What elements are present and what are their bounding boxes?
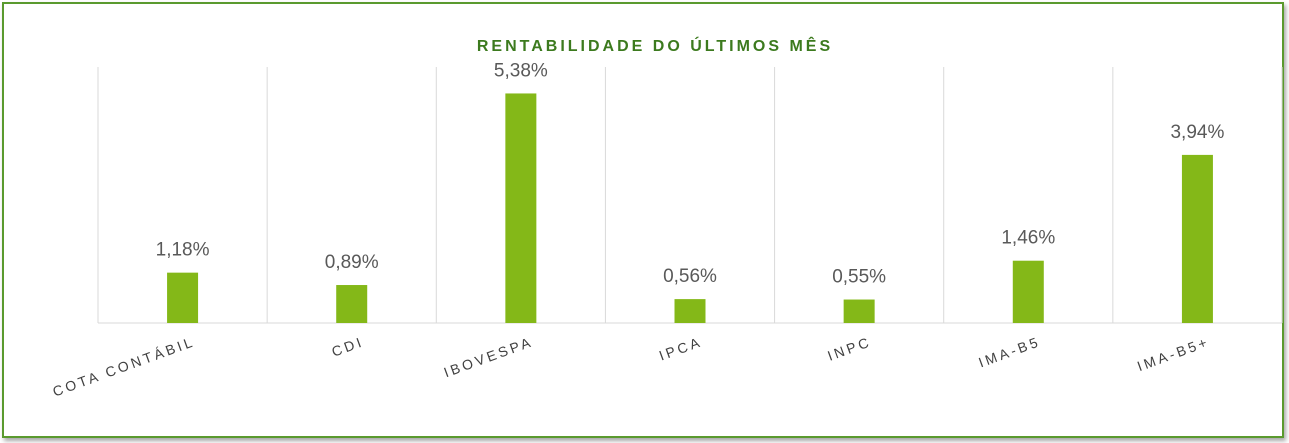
- chart-title: RENTABILIDADE DO ÚLTIMOS MÊS: [477, 36, 833, 55]
- data-label: 1,46%: [1001, 228, 1055, 249]
- bar: [167, 272, 199, 323]
- data-label: 5,38%: [494, 60, 548, 81]
- data-label: 3,94%: [1170, 122, 1224, 143]
- bar: [336, 285, 368, 323]
- data-label: 0,89%: [325, 252, 379, 273]
- bar: [674, 299, 706, 323]
- data-label: 0,56%: [663, 266, 717, 287]
- bar: [505, 93, 537, 323]
- bar: [1012, 260, 1044, 323]
- chart-frame: [2, 2, 1284, 438]
- bar: [1181, 154, 1213, 323]
- data-label: 1,18%: [156, 240, 210, 261]
- bar: [843, 299, 875, 323]
- data-label: 0,55%: [832, 267, 886, 288]
